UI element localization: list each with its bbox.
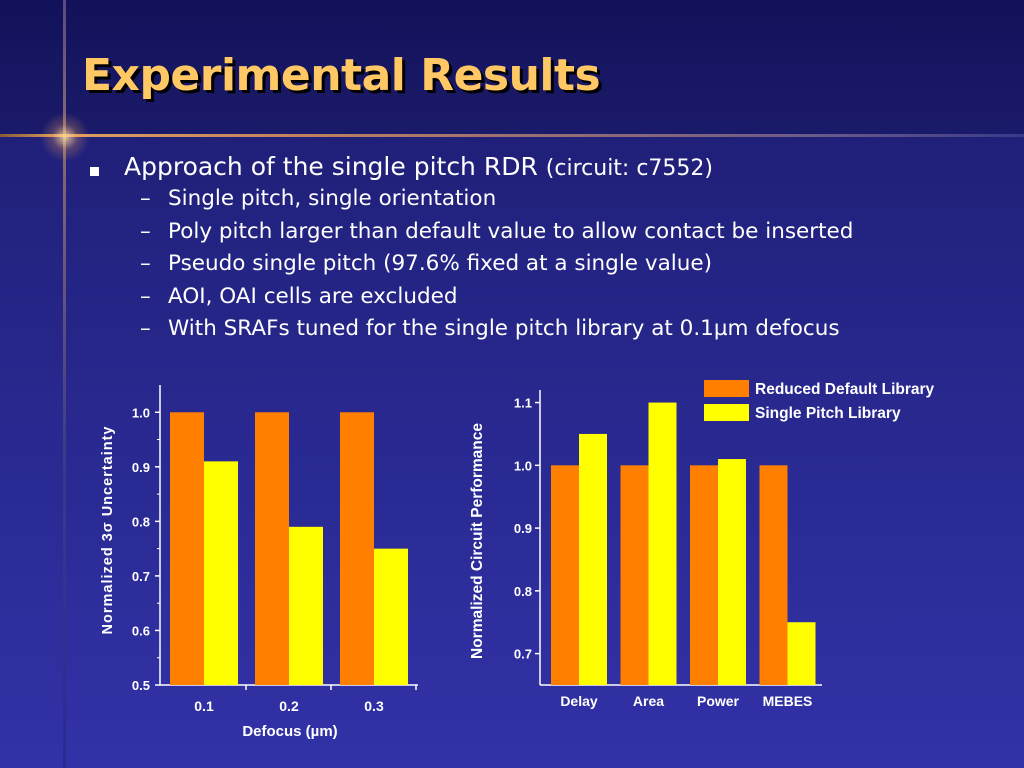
dash-icon: – xyxy=(140,186,151,211)
y-tick-label: 0.7 xyxy=(132,569,150,584)
legend-swatch xyxy=(704,404,749,421)
horizontal-accent-line xyxy=(0,134,1024,137)
x-axis-label: Defocus (µm) xyxy=(242,723,337,740)
sub-bullet-text: Pseudo single pitch (97.6% fixed at a si… xyxy=(168,251,712,276)
x-tick-label: Power xyxy=(697,693,740,709)
legend-label: Single Pitch Library xyxy=(755,405,901,422)
sub-bullet-text: AOI, OAI cells are excluded xyxy=(168,283,458,309)
legend-label: Reduced Default Library xyxy=(755,381,935,398)
bullet-item: Approach of the single pitch RDR (circui… xyxy=(86,152,853,186)
bar xyxy=(551,465,579,685)
bar xyxy=(718,459,746,685)
y-tick-label: 0.8 xyxy=(132,514,150,529)
bullet-text-circuit: (circuit: c7552) xyxy=(545,156,713,181)
y-tick-label: 1.1 xyxy=(514,396,532,411)
title-band xyxy=(0,0,1024,135)
bar xyxy=(620,465,649,685)
y-axis-label: Normalized 3σ Uncertainty xyxy=(100,426,116,635)
x-tick-label: Delay xyxy=(560,693,598,709)
legend-swatch xyxy=(704,380,749,397)
dash-icon: – xyxy=(140,283,151,309)
sub-bullet-text: Single pitch, single orientation xyxy=(168,186,497,211)
y-tick-label: 0.9 xyxy=(514,521,532,536)
bullet-text: Approach of the single pitch RDR xyxy=(124,152,546,181)
sub-bullet-item: – With SRAFs tuned for the single pitch l… xyxy=(86,316,853,349)
y-tick-label: 0.7 xyxy=(514,647,532,662)
sub-bullet-item: – AOI, OAI cells are excluded xyxy=(86,284,853,317)
x-tick-label: 0.2 xyxy=(279,698,299,714)
x-tick-label: 0.3 xyxy=(364,698,384,714)
x-tick-label: MEBES xyxy=(763,693,813,709)
bar xyxy=(787,622,816,685)
bar xyxy=(374,548,408,685)
y-tick-label: 1.0 xyxy=(132,405,150,420)
bar xyxy=(340,412,374,685)
y-axis-label: Normalized Circuit Performance xyxy=(469,423,486,659)
sub-bullet-item: – Pseudo single pitch (97.6% fixed at a s… xyxy=(86,251,853,284)
bar xyxy=(204,461,238,685)
sub-bullet-item: – Poly pitch larger than default value to… xyxy=(86,219,853,252)
sub-bullet-text: With SRAFs tuned for the single pitch li… xyxy=(168,316,840,341)
y-tick-label: 0.6 xyxy=(132,623,150,638)
sub-bullet-text: Poly pitch larger than default value to … xyxy=(168,218,854,244)
bullet-list: Approach of the single pitch RDR (circui… xyxy=(86,152,853,349)
bar xyxy=(579,433,607,685)
bar xyxy=(690,465,718,685)
dash-icon: – xyxy=(140,251,151,276)
bar xyxy=(759,465,788,685)
y-tick-label: 1.0 xyxy=(514,458,532,473)
bullet-square-icon xyxy=(90,167,99,176)
x-tick-label: 0.1 xyxy=(194,698,214,714)
y-tick-label: 0.5 xyxy=(132,678,150,693)
bar xyxy=(289,526,323,685)
x-tick-label: Area xyxy=(633,693,664,709)
vertical-accent-line xyxy=(63,0,66,768)
accent-glow xyxy=(40,112,90,162)
y-tick-label: 0.9 xyxy=(132,460,150,475)
bar xyxy=(255,412,289,685)
dash-icon: – xyxy=(140,218,151,244)
slide-title: Experimental Results xyxy=(82,50,601,101)
bar xyxy=(648,402,677,685)
dash-icon: – xyxy=(140,316,151,341)
y-tick-label: 0.8 xyxy=(514,584,532,599)
bar xyxy=(170,412,204,685)
sub-bullet-item: – Single pitch, single orientation xyxy=(86,186,853,219)
